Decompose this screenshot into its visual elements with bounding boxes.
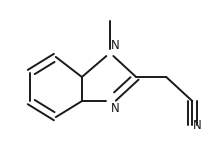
- Text: N: N: [111, 102, 120, 115]
- Text: N: N: [193, 119, 202, 132]
- Text: N: N: [111, 39, 120, 52]
